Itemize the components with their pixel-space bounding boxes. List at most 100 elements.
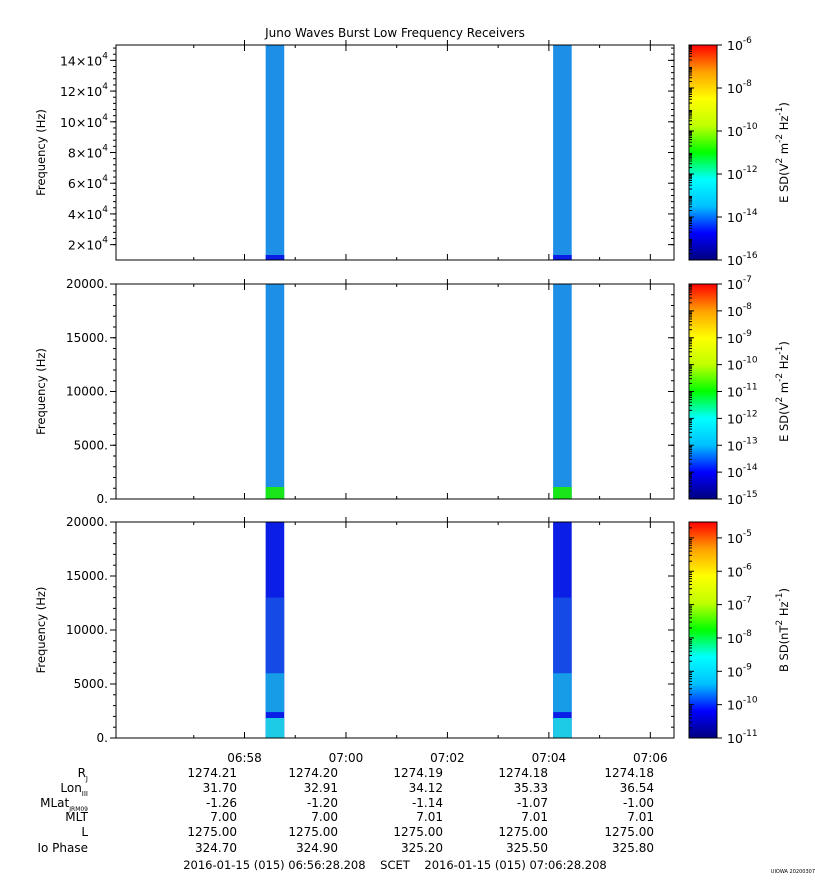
colorbar-tick-label: 10-12	[727, 165, 758, 182]
colorbar-tick-label: 10-8	[727, 629, 752, 646]
y-tick-label: 20000.	[66, 515, 108, 529]
panel-frame	[115, 44, 675, 261]
y-tick-label: 8×104	[68, 144, 108, 161]
colorbar-tick-label: 10-12	[727, 409, 758, 426]
panel-frame	[115, 283, 675, 500]
colorbar-tick-label: 10-5	[727, 529, 752, 546]
burst-low-frequency-band	[265, 255, 285, 260]
burst-low-frequency-band	[265, 718, 285, 738]
ephemeris-value: 325.80	[612, 841, 654, 855]
colorbar-tick-label: 10-8	[727, 79, 752, 96]
burst-gradient-band	[553, 673, 572, 713]
ephemeris-value: -1.00	[623, 796, 654, 810]
burst-gradient-band	[265, 597, 285, 674]
colorbar	[688, 521, 718, 739]
burst-interval	[553, 45, 572, 260]
ephemeris-value: 324.90	[296, 841, 338, 855]
ephemeris-value: 1275.00	[288, 825, 338, 839]
colorbar-label: E SD(V2 m-2 Hz-1)	[775, 341, 791, 442]
colorbar-label: B SD(nT2 Hz-1)	[775, 588, 791, 672]
y-tick-label: 0.	[97, 492, 108, 506]
y-axis-label: Frequency (Hz)	[34, 109, 48, 196]
colorbar-tick-label: 10-7	[727, 275, 752, 292]
burst-gradient-band	[553, 597, 572, 674]
colorbar-tick-label: 10-9	[727, 329, 752, 346]
burst-interval	[553, 284, 572, 499]
footer-time-range: 2016-01-15 (015) 06:56:28.208 SCET 2016-…	[183, 858, 607, 872]
colorbar-tick-label: 10-6	[727, 36, 752, 53]
ephemeris-value: 325.50	[506, 841, 548, 855]
ephemeris-value: 36.54	[620, 781, 654, 795]
y-tick-label: 10×104	[60, 113, 108, 130]
y-axis-label: Frequency (Hz)	[34, 587, 48, 674]
colorbar-tick-label: 10-10	[727, 696, 758, 713]
ephemeris-value: -1.20	[307, 796, 338, 810]
panel-frame	[115, 521, 675, 739]
panel-3: 0. 5000. 10000. 15000. 20000. Frequency (Hz) 1…	[34, 515, 791, 746]
y-tick-label: 12×104	[60, 82, 108, 99]
colorbar-tick-label: 10-10	[727, 356, 758, 373]
footer-stamp: UIOWA 20200307	[771, 869, 815, 875]
ephemeris-row-label: MLT	[65, 810, 88, 824]
ephemeris-value: 32.91	[304, 781, 338, 795]
ephemeris-value: 1275.00	[498, 825, 548, 839]
colorbar	[688, 44, 718, 261]
burst-low-frequency-band	[265, 487, 285, 499]
figure-title: Juno Waves Burst Low Frequency Receivers	[264, 26, 525, 40]
ephemeris-value: 7.01	[627, 810, 654, 824]
y-tick-label: 10000.	[66, 623, 108, 637]
colorbar-tick-label: 10-10	[727, 122, 758, 139]
colorbar-tick-label: 10-13	[727, 436, 758, 453]
ephemeris-value: 7.00	[311, 810, 338, 824]
ephemeris-value: 31.70	[203, 781, 237, 795]
colorbar-tick-label: 10-15	[727, 490, 758, 507]
ephemeris-row-label: Io Phase	[37, 841, 88, 855]
colorbar-tick-label: 10-7	[727, 596, 752, 613]
ephemeris-value: -1.14	[412, 796, 443, 810]
ephemeris-row-label: MLatJRM09	[40, 796, 88, 813]
panel-2: 0. 5000. 10000. 15000. 20000. Frequency (Hz) 1…	[34, 275, 791, 507]
ephemeris-value: 1274.20	[288, 766, 338, 780]
colorbar-tick-label: 10-11	[727, 383, 758, 400]
x-tick-label: 07:02	[430, 751, 465, 765]
x-tick-label: 07:04	[532, 751, 567, 765]
y-tick-label: 5000.	[74, 677, 108, 691]
ephemeris-value: 1275.00	[604, 825, 654, 839]
ephemeris-value: 7.01	[416, 810, 443, 824]
y-tick-label: 0.	[97, 731, 108, 745]
colorbar-tick-label: 10-14	[727, 208, 758, 225]
burst-low-frequency-band	[553, 255, 572, 260]
y-tick-label: 20000.	[66, 277, 108, 291]
colorbar-tick-label: 10-16	[727, 251, 758, 268]
burst-low-frequency-band	[553, 487, 572, 499]
panel-1: 2×104 4×104 6×104 8×104 10×104 12×104 14×104 Fr…	[34, 36, 791, 268]
y-tick-label: 4×104	[68, 205, 108, 222]
ephemeris-value: 35.33	[514, 781, 548, 795]
y-tick-label: 15000.	[66, 569, 108, 583]
ephemeris-value: 1274.18	[498, 766, 548, 780]
ephemeris-value: -1.26	[206, 796, 237, 810]
colorbar-tick-label: 10-9	[727, 662, 752, 679]
colorbar-tick-label: 10-8	[727, 302, 752, 319]
colorbar-tick-label: 10-14	[727, 463, 758, 480]
ephemeris-value: 1274.18	[604, 766, 654, 780]
y-axis-label: Frequency (Hz)	[34, 348, 48, 435]
ephemeris-value: 7.01	[521, 810, 548, 824]
ephemeris-value: 1275.00	[187, 825, 237, 839]
ephemeris-row-label: RJ	[78, 766, 88, 783]
x-tick-label: 07:06	[633, 751, 668, 765]
y-tick-label: 6×104	[68, 174, 108, 191]
ephemeris-value: 7.00	[210, 810, 237, 824]
burst-gradient-band	[265, 673, 285, 713]
ephemeris-value: 1274.19	[393, 766, 443, 780]
burst-interval	[265, 45, 285, 260]
colorbar-tick-label: 10-6	[727, 562, 752, 579]
y-tick-label: 2×104	[68, 236, 108, 253]
colorbar-tick-label: 10-11	[727, 729, 758, 746]
x-tick-label: 07:00	[329, 751, 364, 765]
ephemeris-row-label: LonIII	[60, 781, 88, 798]
ephemeris-row-label: L	[81, 825, 88, 839]
ephemeris-value: 325.20	[401, 841, 443, 855]
ephemeris-value: 1274.21	[187, 766, 237, 780]
